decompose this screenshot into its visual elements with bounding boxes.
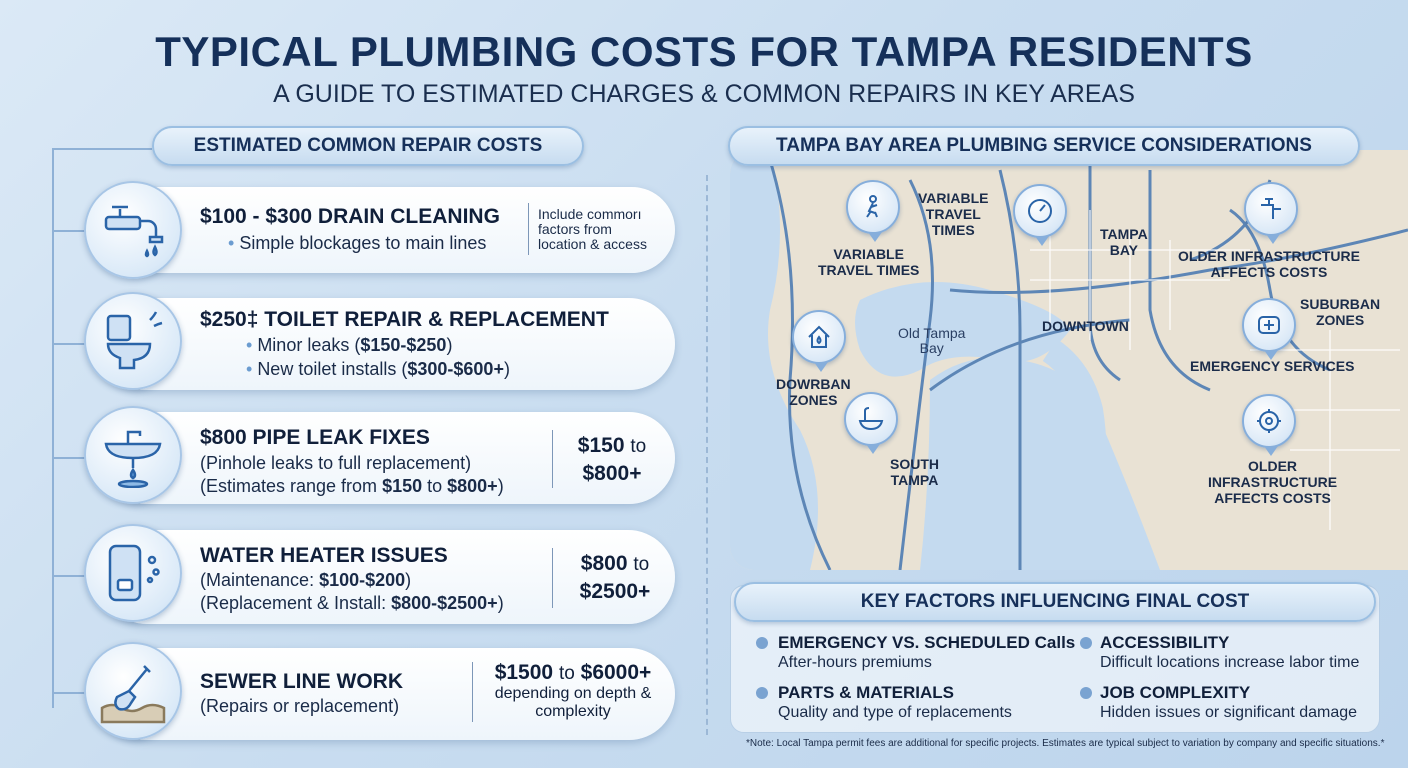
divider <box>472 662 473 722</box>
gauge-icon <box>1013 184 1067 246</box>
factor-bullet <box>756 687 768 699</box>
repair-detail: Simple blockages to main lines <box>228 233 486 254</box>
timeline-tick <box>52 692 86 694</box>
map-label-variable-travel-times: VARIABLE TRAVEL TIMES <box>918 190 989 238</box>
map-graphic <box>730 150 1408 570</box>
timeline-tick <box>52 457 86 459</box>
repair-title: WATER HEATER ISSUES <box>200 544 448 567</box>
map-label-older-infrastructure-2: OLDER INFRASTRUCTURE AFFECTS COSTS <box>1208 458 1338 506</box>
repair-title: $800 PIPE LEAK FIXES <box>200 426 430 449</box>
side-price: $800 to $2500+ <box>579 552 651 603</box>
factor-title: PARTS & MATERIALS <box>778 683 954 702</box>
service-considerations-heading: TAMPA BAY AREA PLUMBING SERVICE CONSIDER… <box>728 126 1360 166</box>
toilet-icon <box>84 292 182 390</box>
page-title: TYPICAL PLUMBING COSTS FOR TAMPA RESIDEN… <box>155 28 1253 75</box>
repair-detail-replacement: (Replacement & Install: $800-$2500+) <box>200 593 504 613</box>
divider <box>528 203 529 255</box>
repair-card-pipe-leak: $800 PIPE LEAK FIXES (Pinhole leaks to f… <box>84 406 675 504</box>
map-label-downtown: DOWNTOWN <box>1042 318 1129 334</box>
timeline-line <box>52 148 54 708</box>
factor-bullet <box>1080 637 1092 649</box>
map-label-south-tampa: SOUTH TAMPA <box>890 456 939 488</box>
factor-desc: Quality and type of replacements <box>778 704 1012 721</box>
gear-wrench-icon <box>1242 394 1296 456</box>
repair-title: SEWER LINE WORK <box>200 670 403 693</box>
timeline-tick <box>52 575 86 577</box>
factor-desc: After-hours premiums <box>778 654 932 671</box>
repair-card-drain-cleaning: $100 - $300 DRAIN CLEANING Simple blocka… <box>84 181 675 279</box>
side-price: $1500 to $6000+ depending on depth & com… <box>494 661 652 721</box>
divider <box>552 548 553 608</box>
side-price: $150 to $800+ <box>577 434 647 485</box>
factor-bullet <box>1080 687 1092 699</box>
repair-title: $100 - $300 DRAIN CLEANING <box>200 205 500 228</box>
section-divider <box>706 175 708 735</box>
repair-card-water-heater: WATER HEATER ISSUES (Maintenance: $100-$… <box>84 524 675 624</box>
footnote: *Note: Local Tampa permit fees are addit… <box>746 738 1385 749</box>
bathtub-icon <box>844 392 898 454</box>
faucet-icon <box>84 181 182 279</box>
map-label-variable-travel-times-2: VARIABLE TRAVEL TIMES <box>818 246 920 278</box>
repair-costs-heading: ESTIMATED COMMON REPAIR COSTS <box>152 126 584 166</box>
house-drop-icon <box>792 310 846 372</box>
side-note: Include commorı factors from location & … <box>538 206 647 252</box>
repair-title: $250‡ TOILET REPAIR & REPLACEMENT <box>200 308 609 331</box>
factor-title: EMERGENCY VS. SCHEDULED Calls <box>778 633 1076 652</box>
repair-detail-maintenance: (Maintenance: $100-$200) <box>200 570 412 590</box>
shovel-icon <box>84 642 182 740</box>
divider <box>552 430 553 488</box>
tampa-bay-map: VARIABLE TRAVEL TIMES VARIABLE TRAVEL TI… <box>730 150 1408 570</box>
map-label-tampa-bay: TAMPA BAY <box>1100 226 1148 258</box>
repair-detail: (Repairs or replacement) <box>200 696 400 716</box>
sink-leak-icon <box>84 406 182 504</box>
water-heater-icon <box>84 524 182 622</box>
map-label-suburban-zones: SUBURBAN ZONES <box>1300 296 1381 328</box>
map-label-older-infrastructure: OLDER INFRASTRUCTURE AFFECTS COSTS <box>1178 248 1360 280</box>
factor-bullet <box>756 637 768 649</box>
first-aid-icon <box>1242 298 1296 360</box>
repair-card-sewer-line: SEWER LINE WORK (Repairs or replacement)… <box>84 642 675 740</box>
pipe-valve-icon <box>1244 182 1298 244</box>
key-factors-heading: KEY FACTORS INFLUENCING FINAL COST <box>734 582 1376 622</box>
repair-detail-range: (Estimates range from $150 to $800+) <box>200 476 504 496</box>
repair-detail-minor-leaks: Minor leaks ($150-$250) <box>246 335 452 356</box>
map-label-old-tampa-bay: Old Tampa Bay <box>898 325 966 356</box>
repair-detail: (Pinhole leaks to full replacement) <box>200 453 472 473</box>
repair-card-toilet: $250‡ TOILET REPAIR & REPLACEMENT Minor … <box>84 292 675 390</box>
timeline-tick <box>52 230 86 232</box>
timeline-tick <box>52 343 86 345</box>
factor-desc: Difficult locations increase labor time <box>1100 654 1360 671</box>
factor-title: ACCESSIBILITY <box>1100 633 1230 652</box>
page-subtitle: A GUIDE TO ESTIMATED CHARGES & COMMON RE… <box>273 80 1135 108</box>
factor-title: JOB COMPLEXITY <box>1100 683 1251 702</box>
runner-clock-icon <box>846 180 900 242</box>
factor-desc: Hidden issues or significant damage <box>1100 704 1358 721</box>
map-label-dowrban-zones: DOWRBAN ZONES <box>776 376 851 408</box>
map-label-emergency-services: EMERGENCY SERVICES <box>1190 358 1355 374</box>
timeline-top-connector <box>52 148 152 150</box>
repair-detail-new-installs: New toilet installs ($300-$600+) <box>246 359 510 380</box>
